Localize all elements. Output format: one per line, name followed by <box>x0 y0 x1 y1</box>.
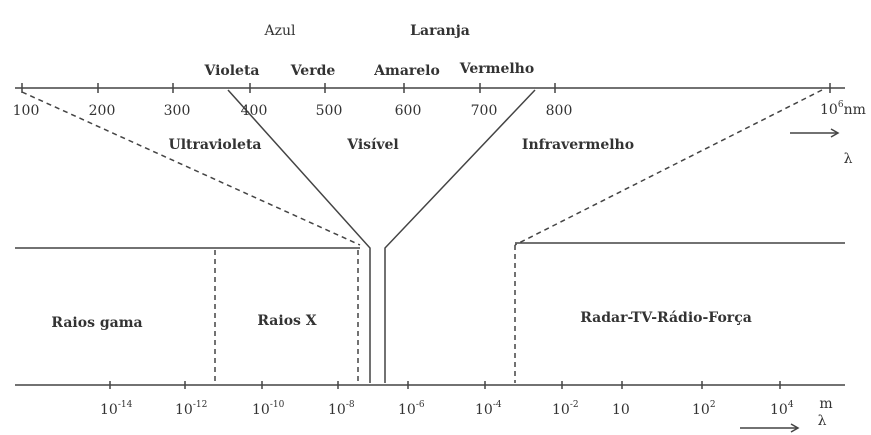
tick-label: 104 <box>770 400 794 418</box>
tick-label: 400 <box>241 103 268 119</box>
exp: 4 <box>788 400 794 410</box>
color-label: Verde <box>290 63 336 79</box>
tick-label: 10 <box>612 402 630 418</box>
exp: 2 <box>710 400 716 410</box>
unit: m <box>819 396 832 412</box>
color-label: Violeta <box>203 63 259 79</box>
color-label: Amarelo <box>373 63 440 79</box>
lambda: λ <box>818 413 827 429</box>
tick-label: 200 <box>89 103 116 119</box>
top-end-label: 106nm <box>820 100 866 118</box>
arrow-head <box>790 423 800 433</box>
region-label: Radar-TV-Rádio-Força <box>580 310 752 326</box>
tick-label: 100 <box>13 103 40 119</box>
tick-label: 10-10 <box>252 400 285 418</box>
arrow-head <box>830 128 840 138</box>
exp: -6 <box>416 400 425 410</box>
base: 10 <box>252 402 270 418</box>
base: 10 <box>820 102 838 118</box>
exp: -2 <box>570 400 579 410</box>
region-label: Raios gama <box>51 315 142 331</box>
tick-label: 10-6 <box>398 400 425 418</box>
base: 10 <box>552 402 570 418</box>
base: 10 <box>475 402 493 418</box>
base: 10 <box>100 402 118 418</box>
region-label: Visível <box>346 137 399 153</box>
base: 10 <box>328 402 346 418</box>
exp: -4 <box>493 400 502 410</box>
tick-label: 10-14 <box>100 400 133 418</box>
exp: 6 <box>838 100 844 110</box>
region-label: Infravermelho <box>522 137 634 153</box>
base: 10 <box>692 402 710 418</box>
exp: -12 <box>193 400 208 410</box>
color-label: Laranja <box>410 23 470 39</box>
lines <box>15 87 845 433</box>
base: 10 <box>770 402 788 418</box>
exp: -8 <box>346 400 355 410</box>
dashed-line <box>21 91 361 246</box>
tick-label: 10-4 <box>475 400 502 418</box>
tick-label: 10-8 <box>328 400 355 418</box>
tick-label: 500 <box>316 103 343 119</box>
exp: -14 <box>118 400 133 410</box>
lambda: λ <box>844 151 853 167</box>
visible-left <box>227 89 371 383</box>
tick-label: 10-12 <box>175 400 207 418</box>
color-label: Vermelho <box>459 61 534 77</box>
base: 10 <box>612 402 630 418</box>
base: 10 <box>398 402 416 418</box>
tick-label: 700 <box>471 103 498 119</box>
region-label: Ultravioleta <box>169 137 262 153</box>
tick-label: 10-2 <box>552 400 579 418</box>
color-label: Azul <box>264 23 297 39</box>
tick-label: 800 <box>546 103 573 119</box>
unit: nm <box>844 102 866 118</box>
tick-label: 600 <box>395 103 422 119</box>
exp: -10 <box>270 400 285 410</box>
dashed-line <box>514 89 823 246</box>
region-label: Raios X <box>257 313 316 329</box>
tick-label: 102 <box>692 400 716 418</box>
base: 10 <box>175 402 193 418</box>
visible-right <box>384 89 536 383</box>
tick-label: 300 <box>164 103 191 119</box>
